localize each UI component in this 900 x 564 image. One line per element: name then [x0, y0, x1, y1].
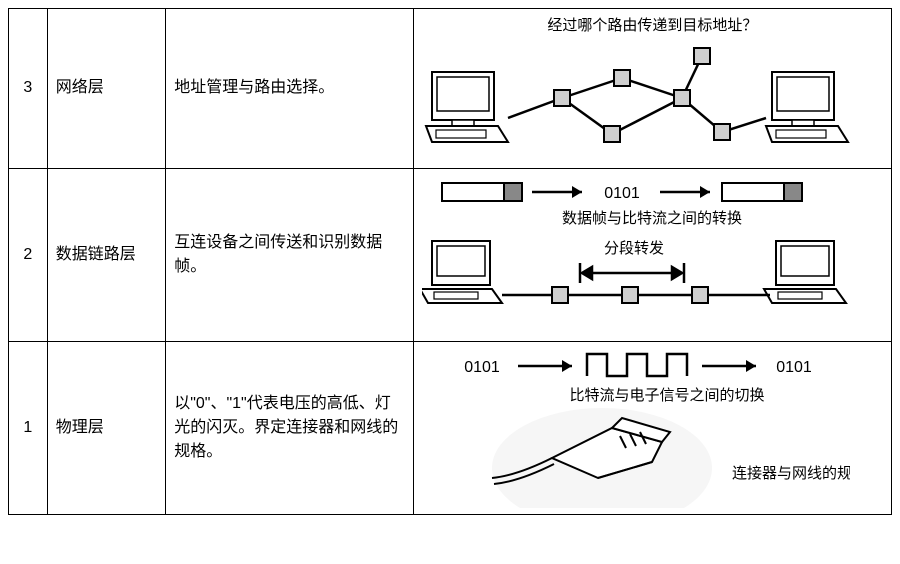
datalink-frame-icon: 0101 数据帧与比特流之间的转换: [422, 175, 850, 335]
layer-name: 数据链路层: [47, 168, 165, 341]
layer-diagram-network: 经过哪个路由传递到目标地址？: [413, 9, 891, 169]
caption-bits-signal: 比特流与电子信号之间的切换: [569, 387, 764, 404]
caption-connector: 连接器与网线的规格: [732, 465, 850, 482]
layer-diagram-datalink: 0101 数据帧与比特流之间的转换: [413, 168, 891, 341]
osi-layers-table: 3 网络层 地址管理与路由选择。 经过哪个路由传递到目标地址？: [8, 8, 892, 515]
physical-signal-icon: 0101 0101 比特流与电子信号之间的切换: [422, 348, 850, 508]
layer-number: 2: [9, 168, 48, 341]
caption-frame-bits: 数据帧与比特流之间的转换: [562, 210, 742, 227]
bits-left: 0101: [464, 359, 500, 376]
layer-diagram-physical: 0101 0101 比特流与电子信号之间的切换: [413, 341, 891, 514]
caption-segment-forward: 分段转发: [604, 240, 664, 257]
bits-right: 0101: [776, 359, 812, 376]
layer-desc: 以"0"、"1"代表电压的高低、灯光的闪灭。界定连接器和网线的规格。: [166, 341, 414, 514]
table-row: 2 数据链路层 互连设备之间传送和识别数据帧。 0101 数据帧与比特流之间的转…: [9, 168, 892, 341]
layer-desc: 互连设备之间传送和识别数据帧。: [166, 168, 414, 341]
layer-number: 3: [9, 9, 48, 169]
layer-name: 物理层: [47, 341, 165, 514]
layer-name: 网络层: [47, 9, 165, 169]
diagram-question: 经过哪个路由传递到目标地址？: [422, 15, 883, 38]
layer-number: 1: [9, 341, 48, 514]
table-row: 3 网络层 地址管理与路由选择。 经过哪个路由传递到目标地址？: [9, 9, 892, 169]
bits-label: 0101: [604, 185, 640, 202]
network-routing-icon: [422, 42, 850, 162]
table-row: 1 物理层 以"0"、"1"代表电压的高低、灯光的闪灭。界定连接器和网线的规格。…: [9, 341, 892, 514]
layer-desc: 地址管理与路由选择。: [166, 9, 414, 169]
